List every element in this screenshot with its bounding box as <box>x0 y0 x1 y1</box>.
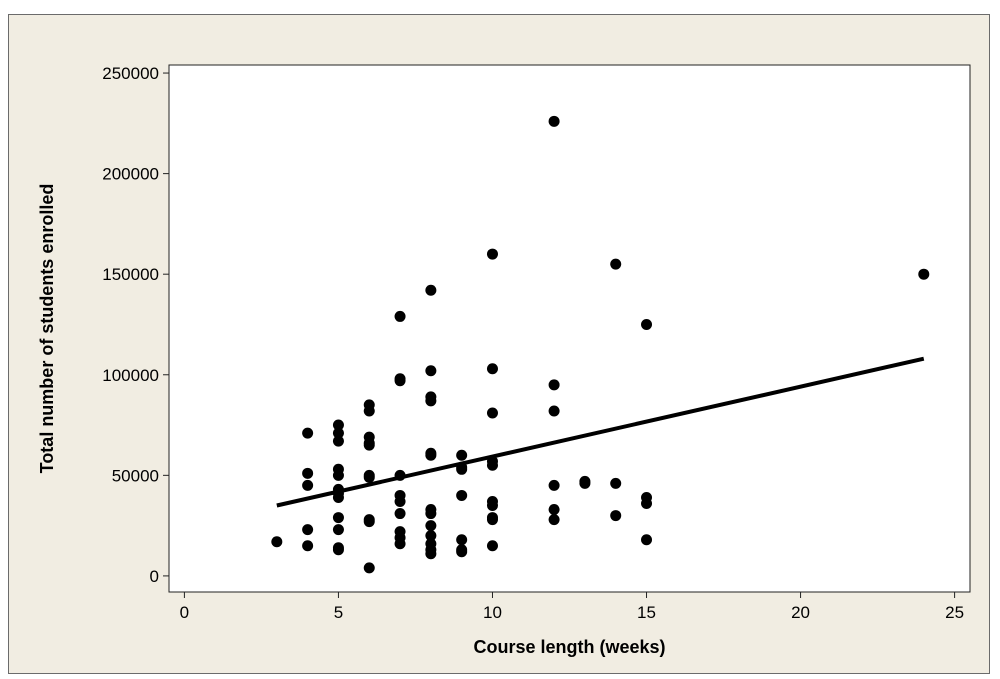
data-point <box>486 248 498 260</box>
data-point <box>486 407 498 419</box>
data-point <box>394 538 406 550</box>
data-point <box>548 479 560 491</box>
y-tick-label: 250000 <box>102 64 159 83</box>
data-point <box>394 310 406 322</box>
x-tick-label: 0 <box>180 603 189 622</box>
data-point <box>456 489 468 501</box>
data-point <box>425 395 437 407</box>
trend-line <box>276 356 925 508</box>
y-tick-label: 200000 <box>102 165 159 184</box>
y-tick-label: 150000 <box>102 265 159 284</box>
data-point <box>548 379 560 391</box>
x-axis-title: Course length (weeks) <box>473 637 665 657</box>
y-tick-label: 0 <box>150 567 159 586</box>
data-point <box>425 284 437 296</box>
data-point <box>332 469 344 481</box>
data-point <box>456 534 468 546</box>
data-point <box>302 467 314 479</box>
data-point <box>610 258 622 270</box>
data-point <box>548 514 560 526</box>
x-tick-label: 15 <box>637 603 656 622</box>
y-axis: 0 50000 100000 150000 200000 250000 <box>102 64 169 586</box>
data-point <box>486 514 498 526</box>
data-point <box>425 449 437 461</box>
data-point <box>363 562 375 574</box>
data-points <box>271 115 930 574</box>
data-point <box>394 375 406 387</box>
plot-area <box>168 64 971 593</box>
x-tick-label: 10 <box>483 603 502 622</box>
data-point <box>363 405 375 417</box>
data-point <box>456 546 468 558</box>
x-axis: 0 5 10 15 20 25 <box>180 592 964 622</box>
data-point <box>918 268 930 280</box>
x-tick-label: 25 <box>945 603 964 622</box>
data-point <box>425 508 437 520</box>
data-point <box>579 477 591 489</box>
data-point <box>486 500 498 512</box>
y-axis-title: Total number of students enrolled <box>37 184 57 474</box>
data-point <box>332 544 344 556</box>
data-point <box>548 115 560 127</box>
data-point <box>302 540 314 552</box>
data-point <box>610 510 622 522</box>
data-point <box>302 427 314 439</box>
y-tick-label: 50000 <box>112 466 159 485</box>
data-point <box>641 318 653 330</box>
trend-lines <box>276 356 925 508</box>
data-point <box>641 497 653 509</box>
data-point <box>332 427 344 439</box>
data-point <box>302 479 314 491</box>
data-point <box>332 512 344 524</box>
data-point <box>456 463 468 475</box>
data-point <box>425 520 437 532</box>
data-point <box>271 536 283 548</box>
data-point <box>425 530 437 542</box>
data-point <box>332 435 344 447</box>
x-tick-label: 20 <box>791 603 810 622</box>
data-point <box>486 459 498 471</box>
data-point <box>486 540 498 552</box>
data-point <box>456 449 468 461</box>
data-point <box>332 419 344 431</box>
x-tick-label: 5 <box>334 603 343 622</box>
data-point <box>394 508 406 520</box>
data-point <box>425 365 437 377</box>
data-point <box>332 524 344 536</box>
data-point <box>363 439 375 451</box>
data-point <box>610 477 622 489</box>
data-point <box>425 548 437 560</box>
data-point <box>486 363 498 375</box>
data-point <box>332 491 344 503</box>
data-point <box>302 524 314 536</box>
y-tick-label: 100000 <box>102 366 159 385</box>
data-point <box>363 516 375 528</box>
data-point <box>641 534 653 546</box>
data-point <box>394 495 406 507</box>
data-point <box>548 405 560 417</box>
data-point <box>363 471 375 483</box>
scatter-chart: 0 5 10 15 20 25 0 50000 100000 150000 200000 25000… <box>37 64 971 657</box>
chart-frame: 0 5 10 15 20 25 0 50000 100000 150000 200000 25000… <box>8 14 990 674</box>
data-point <box>548 504 560 516</box>
